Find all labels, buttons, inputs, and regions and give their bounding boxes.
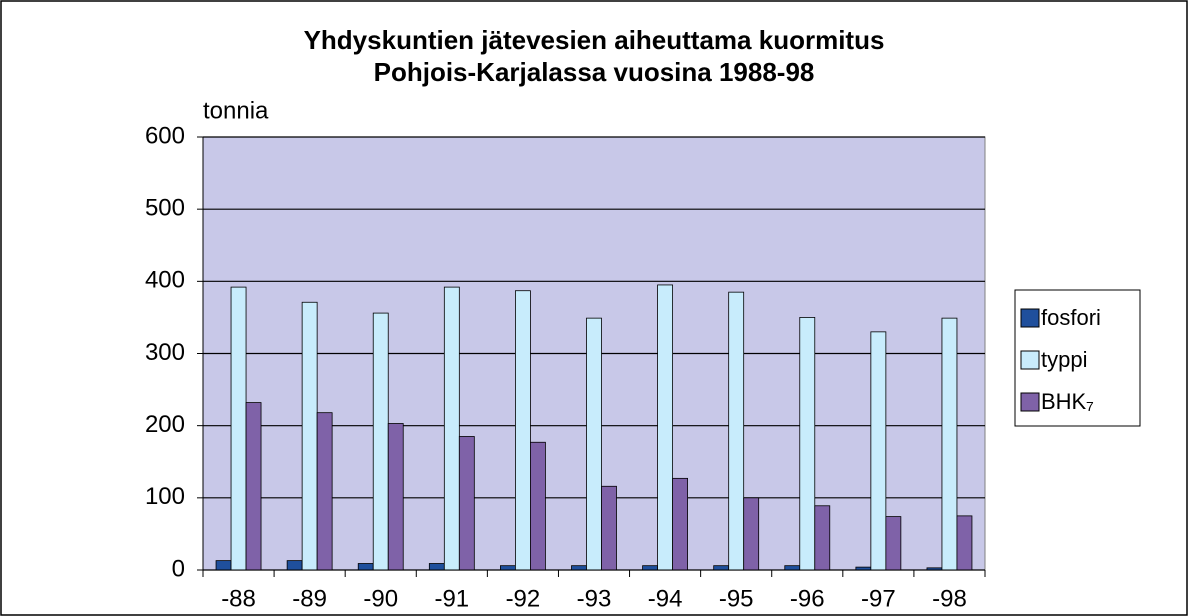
- legend-swatch: [1020, 392, 1040, 412]
- bar: [642, 565, 658, 571]
- x-tick-label: -92: [506, 585, 541, 612]
- bar: [443, 286, 460, 571]
- x-tick-label: -88: [221, 585, 256, 612]
- bar: [571, 565, 587, 571]
- bar: [586, 317, 602, 571]
- legend-label: fosfori: [1041, 305, 1101, 330]
- bar: [530, 441, 546, 571]
- x-tick-label: -94: [648, 585, 683, 612]
- bar: [500, 565, 516, 571]
- y-tick-label: 200: [145, 411, 185, 438]
- bar: [799, 317, 816, 571]
- x-tick-label: -98: [932, 585, 967, 612]
- x-tick-label: -91: [434, 585, 469, 612]
- legend-swatch: [1020, 308, 1040, 328]
- y-axis-label: tonnia: [203, 97, 269, 124]
- bar: [743, 497, 760, 571]
- bar: [245, 402, 262, 571]
- x-tick-label: -96: [790, 585, 825, 612]
- y-tick-label: 400: [145, 267, 185, 294]
- bar: [657, 284, 673, 571]
- bar: [301, 301, 318, 571]
- bar: [215, 560, 232, 571]
- bar: [956, 515, 973, 571]
- bar: [357, 563, 374, 571]
- chart-title: Pohjois-Karjalassa vuosina 1988-98: [374, 57, 815, 87]
- bar: [941, 317, 958, 571]
- bar: [515, 290, 531, 571]
- bar: [601, 485, 617, 571]
- x-tick-label: -90: [363, 585, 398, 612]
- y-tick-label: 100: [145, 483, 185, 510]
- y-tick-label: 300: [145, 339, 185, 366]
- bar: [814, 505, 831, 571]
- chart-title: Yhdyskuntien jätevesien aiheuttama kuorm…: [304, 25, 885, 55]
- legend-label: typpi: [1041, 347, 1087, 372]
- bar: [870, 331, 887, 571]
- x-tick-label: -93: [577, 585, 612, 612]
- bar: [428, 563, 445, 571]
- bar: [672, 477, 688, 571]
- bar: [387, 423, 404, 571]
- bar: [728, 291, 745, 571]
- bar: [784, 565, 801, 571]
- y-tick-label: 500: [145, 195, 185, 222]
- y-tick-label: 600: [145, 122, 185, 149]
- x-tick-label: -97: [861, 585, 896, 612]
- y-tick-label: 0: [172, 555, 185, 582]
- legend-label: BHK₇: [1041, 389, 1094, 414]
- x-tick-label: -95: [719, 585, 754, 612]
- bar: [230, 286, 247, 571]
- bar: [713, 565, 730, 571]
- bar: [286, 560, 303, 571]
- bar: [372, 312, 389, 571]
- legend-swatch: [1020, 350, 1040, 370]
- x-tick-label: -89: [292, 585, 327, 612]
- bar: [316, 412, 333, 571]
- bar: [458, 436, 475, 571]
- bar: [885, 516, 902, 571]
